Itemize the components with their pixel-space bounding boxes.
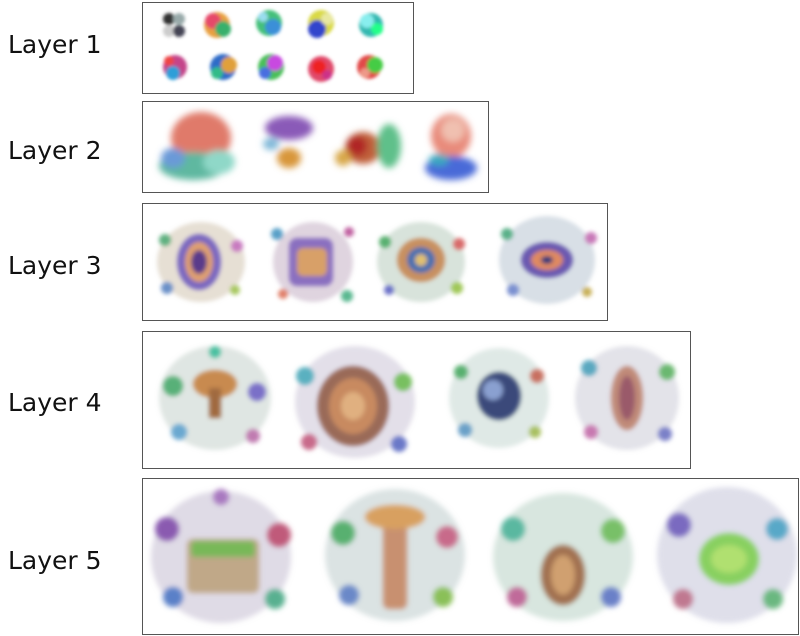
- row-label-layer-1: Layer 1: [8, 30, 102, 59]
- layer-4-tile: [575, 346, 679, 450]
- panel-layer-5: [142, 478, 799, 635]
- layer-1-visualizations: [163, 10, 383, 82]
- layer-1-tile: [204, 12, 231, 38]
- layer-4-visualizations: [159, 346, 679, 458]
- layer-5-tile: [493, 493, 633, 621]
- layer-1-tile: [256, 10, 282, 36]
- layer-2-visualizations: [159, 112, 477, 180]
- layer-5-visualizations: [151, 487, 797, 623]
- layer-2-tile: [159, 112, 235, 180]
- layer-3-tile: [499, 216, 597, 304]
- layer-1-tile: [163, 55, 187, 80]
- layer-1-tile: [308, 56, 334, 82]
- row-label-layer-5: Layer 5: [8, 546, 102, 575]
- layer-3-tile: [157, 222, 245, 302]
- layer-3-tile: [377, 222, 465, 302]
- layer-4-tile: [159, 346, 271, 450]
- panel-layer-2: [142, 101, 489, 193]
- layer-3-visualizations: [157, 216, 597, 304]
- layer-5-tile: [325, 489, 465, 621]
- row-label-layer-2: Layer 2: [8, 136, 102, 165]
- layer-5-tile: [657, 487, 797, 623]
- layer-2-tile: [263, 116, 313, 168]
- layer-1-tile: [163, 13, 185, 37]
- layer-5-tile: [151, 489, 291, 623]
- layer-2-tile: [425, 114, 477, 180]
- layer-1-tile: [357, 55, 383, 79]
- panel-layer-4: [142, 331, 691, 469]
- row-label-layer-4: Layer 4: [8, 388, 102, 417]
- panel-layer-3: [142, 203, 608, 321]
- layer-4-tile: [295, 346, 415, 458]
- layer-1-tile: [308, 10, 334, 38]
- panel-layer-1: [142, 2, 414, 94]
- layer-4-tile: [449, 348, 549, 448]
- layer-1-tile: [359, 13, 383, 37]
- layer-1-tile: [258, 54, 284, 80]
- layer-2-tile: [335, 124, 401, 168]
- layer-3-tile: [271, 222, 354, 302]
- layer-1-tile: [210, 54, 237, 80]
- row-label-layer-3: Layer 3: [8, 251, 102, 280]
